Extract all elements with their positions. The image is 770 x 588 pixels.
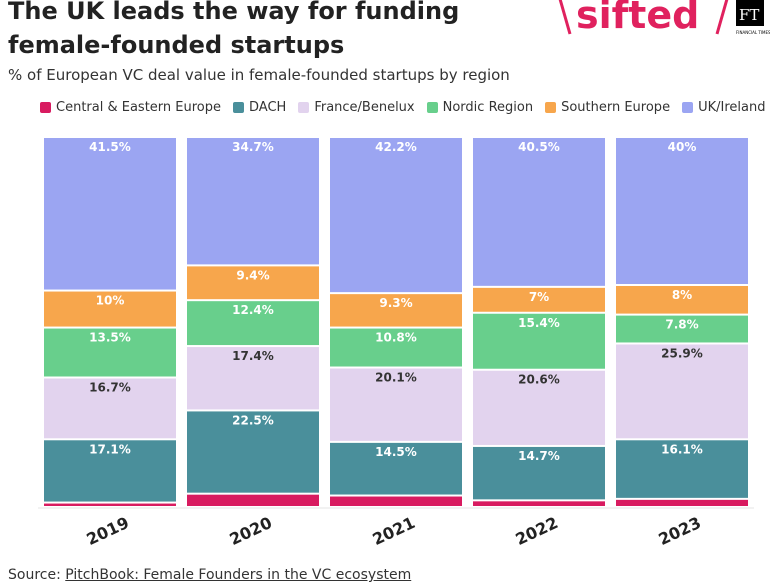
- bar-segment: [44, 328, 176, 377]
- data-label: 10.8%: [375, 331, 417, 345]
- svg-text:sifted: sifted: [576, 0, 699, 37]
- data-label: 16.1%: [661, 442, 703, 456]
- data-label: 20.6%: [518, 373, 560, 387]
- data-label: 9.4%: [236, 268, 269, 282]
- legend-item: DACH: [233, 100, 286, 115]
- legend-label: Southern Europe: [561, 100, 671, 115]
- legend-label: Central & Eastern Europe: [56, 100, 221, 115]
- bar-segment: [473, 138, 605, 286]
- legend-label: UK/Ireland: [698, 100, 766, 115]
- data-label: 25.9%: [661, 346, 703, 360]
- bar-segment: [187, 138, 319, 265]
- bar-segment: [473, 370, 605, 445]
- sifted-logo: sifted FT FINANCIAL TIMES: [558, 0, 770, 37]
- data-label: 34.7%: [232, 140, 274, 154]
- data-label: 22.5%: [232, 413, 274, 427]
- data-label: 40.5%: [518, 140, 560, 154]
- data-label: 7%: [529, 290, 549, 304]
- data-label: 14.5%: [375, 445, 417, 459]
- data-label: 15.4%: [518, 316, 560, 330]
- bar-segment: [44, 440, 176, 502]
- x-tick-label: 2019: [83, 513, 131, 549]
- bar-segment: [616, 499, 748, 506]
- source-link[interactable]: PitchBook: Female Founders in the VC eco…: [65, 567, 412, 583]
- bar-segment: [616, 286, 748, 314]
- legend-item: UK/Ireland: [682, 100, 765, 115]
- data-label: 8%: [672, 288, 692, 302]
- bar-segment: [473, 313, 605, 369]
- bar-segment: [187, 494, 319, 506]
- x-tick-label: 2021: [369, 513, 417, 549]
- legend-item: Nordic Region: [426, 100, 534, 115]
- data-label: 12.4%: [232, 303, 274, 317]
- bar-segment: [473, 501, 605, 506]
- x-tick-label: 2020: [226, 513, 274, 549]
- bar-segment: [473, 446, 605, 500]
- bar-segment: [44, 291, 176, 327]
- data-label: 41.5%: [89, 140, 131, 154]
- bar-segment: [616, 344, 748, 439]
- legend: Central & Eastern Europe DACH France/Benel…: [40, 100, 765, 115]
- data-label: 16.7%: [89, 381, 131, 395]
- bar-segment: [44, 138, 176, 290]
- legend-item: Southern Europe: [545, 100, 670, 115]
- legend-item: France/Benelux: [298, 100, 415, 115]
- svg-text:FT: FT: [739, 6, 759, 24]
- legend-label: France/Benelux: [314, 100, 415, 115]
- bar-segment: [44, 378, 176, 439]
- data-label: 42.2%: [375, 140, 417, 154]
- chart-title: The UK leads the way for funding female-…: [8, 0, 460, 59]
- bar-segment: [616, 315, 748, 343]
- data-label: 9.3%: [379, 296, 412, 310]
- bar-segment: [330, 294, 462, 327]
- data-label: 7.8%: [665, 318, 698, 332]
- bar-segment: [330, 328, 462, 367]
- source-note: Source: PitchBook: Female Founders in th…: [8, 567, 411, 583]
- bar-segment: [616, 138, 748, 284]
- bar-segment: [330, 496, 462, 506]
- bar-segment: [187, 301, 319, 346]
- legend-swatch: [298, 102, 310, 113]
- bar-segment: [330, 368, 462, 441]
- data-label: 40%: [668, 140, 697, 154]
- x-tick-label: 2023: [655, 513, 703, 549]
- legend-swatch: [40, 102, 51, 113]
- legend-swatch: [426, 102, 438, 113]
- legend-item: Central & Eastern Europe: [40, 100, 221, 115]
- bar-segment: [473, 287, 605, 312]
- bar-segment: [44, 503, 176, 506]
- source-prefix: Source:: [8, 567, 66, 583]
- legend-swatch: [233, 102, 244, 113]
- x-tick-label: 2022: [512, 513, 560, 549]
- svg-text:FINANCIAL TIMES: FINANCIAL TIMES: [736, 30, 770, 35]
- legend-label: DACH: [249, 100, 287, 115]
- bar-segment: [616, 440, 748, 498]
- legend-swatch: [545, 102, 557, 113]
- bar-segment: [330, 138, 462, 293]
- chart-subtitle: % of European VC deal value in female-fo…: [8, 66, 510, 84]
- bar-segment: [187, 411, 319, 493]
- legend-swatch: [682, 102, 694, 113]
- bar-segment: [187, 347, 319, 410]
- data-label: 20.1%: [375, 371, 417, 385]
- bar-segment: [330, 442, 462, 495]
- bar-segment: [187, 266, 319, 300]
- data-label: 17.4%: [232, 349, 274, 363]
- data-label: 13.5%: [89, 331, 131, 345]
- legend-label: Nordic Region: [442, 100, 534, 115]
- data-label: 17.1%: [89, 442, 131, 456]
- data-label: 14.7%: [518, 449, 560, 463]
- data-label: 10%: [96, 294, 125, 308]
